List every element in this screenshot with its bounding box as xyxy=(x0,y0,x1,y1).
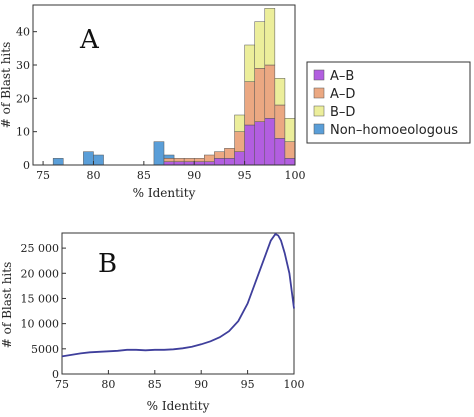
y-axis-label-a: # of Blast hits xyxy=(0,42,13,129)
y-tick-label: 15 000 xyxy=(21,292,60,305)
bar-segment xyxy=(214,151,225,159)
panel-label-b: B xyxy=(98,249,117,279)
bar-segment xyxy=(183,158,195,162)
y-tick-label: 10 xyxy=(16,126,30,139)
x-tick-label: 85 xyxy=(148,378,162,391)
x-tick-label: 80 xyxy=(86,169,100,182)
panel-label-a: A xyxy=(79,25,100,55)
legend-swatch xyxy=(313,105,325,117)
bar-segment xyxy=(284,118,296,142)
line-panel: 75 80 85 90 95 100 0 5000 10 000 15 000 20 000 25 … xyxy=(0,232,305,413)
bar-segment xyxy=(274,104,286,139)
bar-segment xyxy=(93,154,104,166)
x-tick-label: 95 xyxy=(238,169,252,182)
bar-segment xyxy=(264,64,276,119)
x-tick-label: 80 xyxy=(101,378,115,391)
bar-segment xyxy=(234,131,245,152)
bar-segment xyxy=(224,158,235,166)
x-tick-label: 95 xyxy=(241,378,255,391)
x-tick-label: 75 xyxy=(36,169,50,182)
bar-segment xyxy=(254,68,266,122)
bar-segment xyxy=(254,121,266,166)
y-tick-label: 25 000 xyxy=(21,242,60,255)
plot-frame-a xyxy=(32,4,296,166)
y-tick-label: 40 xyxy=(16,26,30,39)
bar-segment xyxy=(264,118,276,166)
y-tick-label: 5000 xyxy=(31,343,59,356)
bar-segment xyxy=(244,81,255,126)
legend-entry: B–D xyxy=(330,105,355,120)
y-tick-label: 30 xyxy=(16,59,30,72)
bar-segment xyxy=(234,114,245,132)
x-tick-label: 100 xyxy=(285,169,306,182)
bar-segment xyxy=(234,151,245,166)
legend-swatch xyxy=(313,123,325,135)
x-tick-label: 75 xyxy=(55,378,69,391)
bar-segment xyxy=(224,148,235,159)
bar-segment xyxy=(254,21,266,69)
bar-segment xyxy=(204,154,215,162)
bar-segment xyxy=(274,78,286,106)
legend: A–B A–D B–D Non–homoeologous xyxy=(306,61,471,144)
plot-frame-b xyxy=(61,232,295,375)
bar-segment xyxy=(163,154,175,159)
bar-segment xyxy=(83,151,94,166)
legend-frame xyxy=(306,61,471,144)
legend-entry: Non–homoeologous xyxy=(330,123,458,138)
x-tick-label: 90 xyxy=(194,378,208,391)
bar-segment xyxy=(193,158,205,162)
x-tick-label: 90 xyxy=(187,169,201,182)
y-tick-label: 20 000 xyxy=(21,267,60,280)
series-line xyxy=(61,232,295,358)
bar-segment xyxy=(153,141,165,166)
legend-swatch xyxy=(313,87,325,99)
x-tick-label: 100 xyxy=(284,378,305,391)
y-axis-label-b: # of Blast hits xyxy=(0,262,14,349)
legend-entry: A–B xyxy=(330,69,354,84)
legend-entry: A–D xyxy=(330,87,355,102)
y-tick-label: 10 000 xyxy=(21,318,60,331)
y-tick-label: 0 xyxy=(23,159,30,172)
bar-segment xyxy=(173,158,185,162)
bar-segment xyxy=(244,44,255,82)
bar-segment xyxy=(264,8,276,66)
x-tick-label: 85 xyxy=(137,169,151,182)
x-axis-label-a: % Identity xyxy=(133,186,196,200)
bar-segment xyxy=(284,141,296,159)
x-axis-label-b: % Identity xyxy=(147,399,210,413)
bar-segment xyxy=(52,158,64,166)
y-tick-label: 20 xyxy=(16,92,30,105)
y-tick-label: 0 xyxy=(52,368,59,381)
bar-segment xyxy=(214,158,225,166)
legend-swatch xyxy=(313,69,325,81)
bar-segment xyxy=(163,158,175,162)
bar-segment xyxy=(284,158,296,166)
bar-segment xyxy=(244,124,255,166)
bar-segment xyxy=(274,138,286,166)
histogram-panel: 75 80 85 90 95 100 0 10 20 30 40 A % Identity # o… xyxy=(0,4,471,200)
